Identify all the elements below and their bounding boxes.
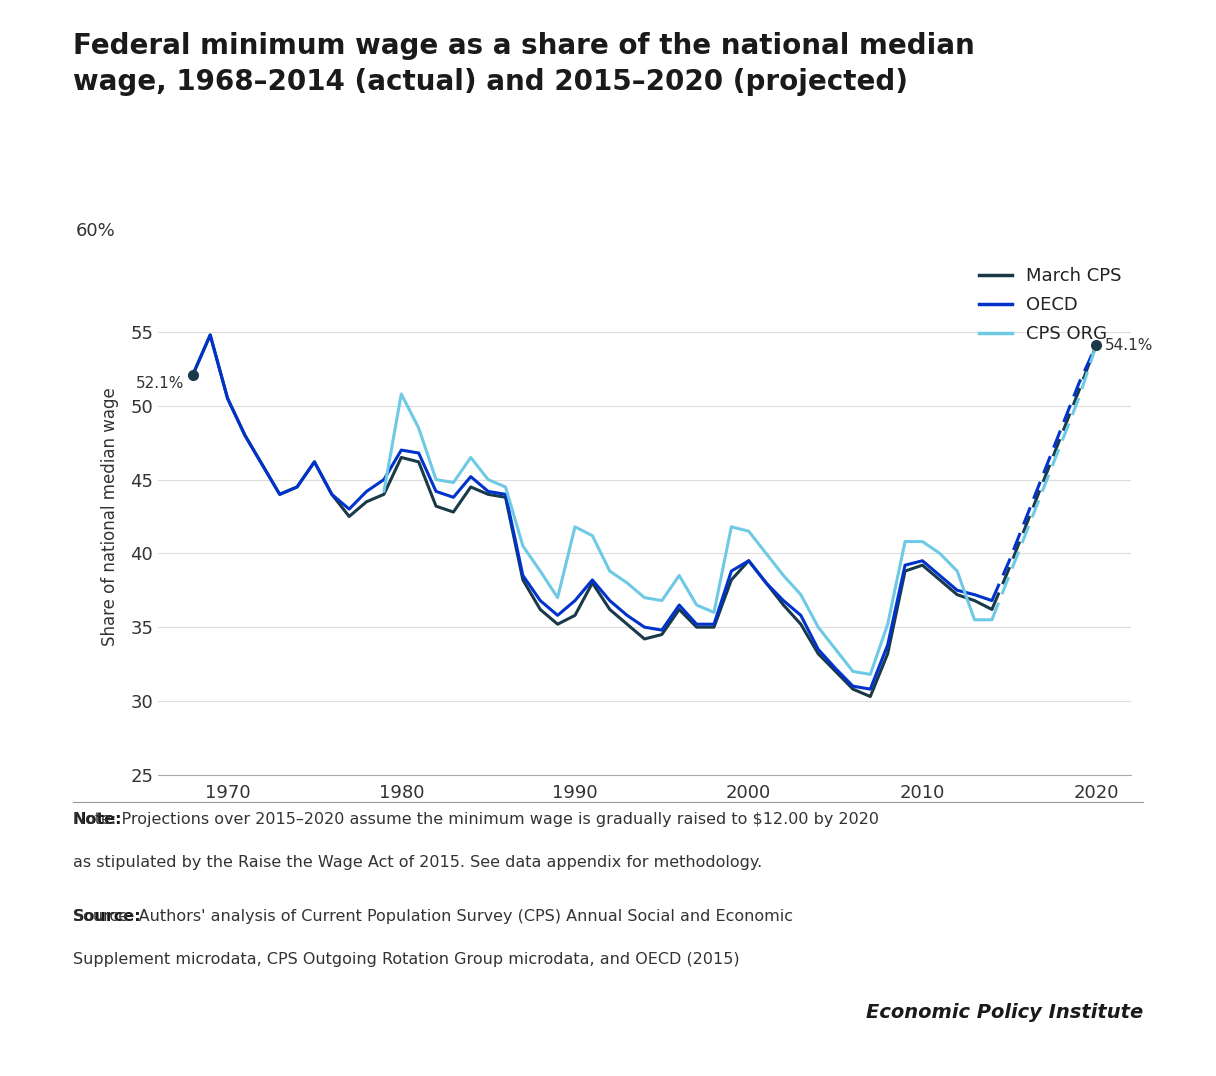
Text: Note:: Note: [73, 812, 123, 827]
Text: Source:: Source: [73, 909, 141, 924]
Text: as stipulated by the Raise the Wage Act of 2015. See data appendix for methodolo: as stipulated by the Raise the Wage Act … [73, 855, 762, 870]
Text: Source: Authors' analysis of Current Population Survey (CPS) Annual Social and E: Source: Authors' analysis of Current Pop… [73, 909, 793, 924]
Text: Note: Projections over 2015–2020 assume the minimum wage is gradually raised to : Note: Projections over 2015–2020 assume … [73, 812, 879, 827]
Text: 52.1%: 52.1% [136, 377, 184, 392]
Legend: March CPS, OECD, CPS ORG: March CPS, OECD, CPS ORG [979, 267, 1122, 343]
Y-axis label: Share of national median wage: Share of national median wage [101, 387, 119, 646]
Text: Federal minimum wage as a share of the national median
wage, 1968–2014 (actual) : Federal minimum wage as a share of the n… [73, 32, 975, 96]
Text: 60%: 60% [75, 222, 116, 240]
Text: Economic Policy Institute: Economic Policy Institute [866, 1003, 1143, 1022]
Text: Supplement microdata, CPS Outgoing Rotation Group microdata, and OECD (2015): Supplement microdata, CPS Outgoing Rotat… [73, 952, 739, 967]
Text: 54.1%: 54.1% [1105, 338, 1153, 353]
